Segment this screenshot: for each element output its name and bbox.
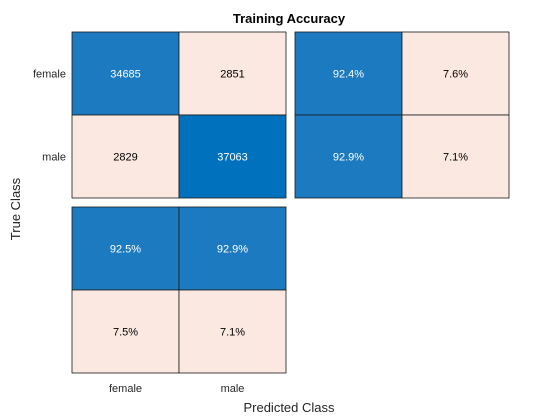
matrix-cell-0-1-rect	[178, 31, 287, 116]
column-summary-cell-0-1-label: 92.9%	[217, 244, 248, 256]
row-summary-cell-0-0-label: 92.4%	[333, 69, 364, 81]
row-summary-cell-1-0-label: 92.9%	[333, 152, 364, 164]
column-summary-cell-0-1-rect	[178, 206, 287, 291]
column-summary-cell-1-1-label: 7.1%	[220, 327, 245, 339]
matrix-cell-1-0-rect	[71, 114, 180, 199]
x-axis-label: Predicted Class	[243, 400, 335, 415]
row-summary-cell-1-1-label: 7.1%	[443, 152, 468, 164]
column-summary-cell-1-0-label: 7.5%	[113, 327, 138, 339]
row-summary-cell-0-1-rect	[401, 31, 510, 116]
column-summary-cell-1-1-rect	[178, 289, 287, 374]
matrix-cell-0-0-rect	[71, 31, 180, 116]
column-summary-cell-0-0-label: 92.5%	[110, 244, 141, 256]
y-tick-label-female: female	[33, 69, 66, 81]
matrix-cell-0-0-label: 34685	[110, 69, 141, 81]
matrix-cell-1-1-label: 37063	[217, 152, 248, 164]
matrix-cell-0-1-label: 2851	[220, 69, 244, 81]
x-tick-label-male: male	[221, 383, 245, 395]
y-tick-label-male: male	[42, 152, 66, 164]
row-summary-cell-0-0-rect	[294, 31, 403, 116]
chart-title: Training Accuracy	[233, 11, 346, 26]
matrix-cell-1-0-label: 2829	[113, 152, 137, 164]
row-summary-cell-1-1-rect	[401, 114, 510, 199]
matrix-cell-1-1-rect	[178, 114, 287, 199]
row-summary-cell-0-1-label: 7.6%	[443, 69, 468, 81]
matrix-cells: 34685 2851 2829 37063 92.4% 7.6% 92.9% 7.1% 92.5…	[71, 31, 510, 374]
x-tick-label-female: female	[109, 383, 142, 395]
y-axis-label: True Class	[8, 177, 23, 240]
row-summary-cell-1-0-rect	[294, 114, 403, 199]
